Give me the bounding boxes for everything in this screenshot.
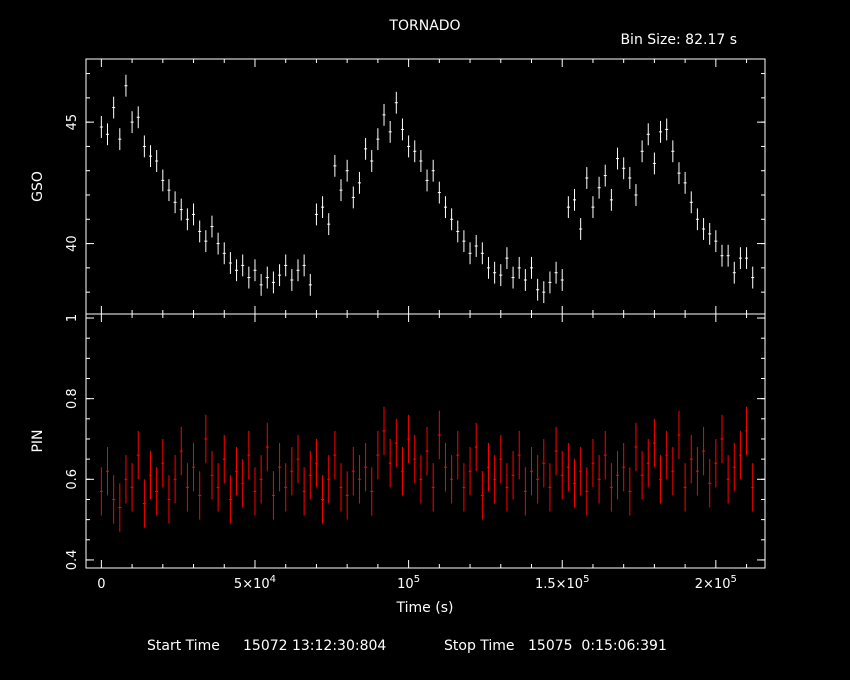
pin-ytick-label: 0.6 bbox=[65, 469, 80, 490]
start-time-value: 15072 13:12:30:804 bbox=[243, 638, 386, 654]
pin-y-axis-label: PIN bbox=[30, 429, 46, 452]
stop-time-label: Stop Time bbox=[444, 638, 515, 654]
gso-plot-frame bbox=[85, 58, 766, 315]
pin-series bbox=[99, 406, 755, 532]
pin-ytick-label: 0.8 bbox=[65, 388, 80, 409]
xtick-label: 5×104 bbox=[234, 574, 276, 592]
xtick-label: 0 bbox=[97, 577, 105, 592]
xtick-label: 1.5×105 bbox=[535, 574, 589, 592]
gso-y-axis-label: GSO bbox=[30, 171, 46, 202]
gso-panel: 40 45 GSO bbox=[30, 58, 766, 315]
xtick-label: 2×105 bbox=[695, 574, 737, 592]
stop-time-value: 15075 0:15:06:391 bbox=[528, 638, 667, 654]
pin-ytick-label: 1 bbox=[65, 314, 80, 322]
gso-ytick-label: 40 bbox=[65, 235, 80, 252]
bin-size-annotation: Bin Size: 82.17 s bbox=[620, 32, 737, 48]
x-axis-label: Time (s) bbox=[396, 600, 454, 616]
pin-ytick-label: 0.4 bbox=[65, 550, 80, 571]
footer-times: Start Time 15072 13:12:30:804 Stop Time … bbox=[147, 638, 667, 654]
gso-ytick-label: 45 bbox=[65, 114, 80, 131]
gso-series bbox=[99, 74, 755, 304]
xtick-label: 105 bbox=[397, 574, 420, 592]
pin-plot-frame bbox=[85, 313, 766, 569]
chart-title: TORNADO bbox=[388, 18, 460, 34]
start-time-label: Start Time bbox=[147, 638, 220, 654]
pin-panel: 0.4 0.6 0.8 1 PIN 0 5×104 105 1.5×105 2×105 bbox=[30, 313, 766, 592]
